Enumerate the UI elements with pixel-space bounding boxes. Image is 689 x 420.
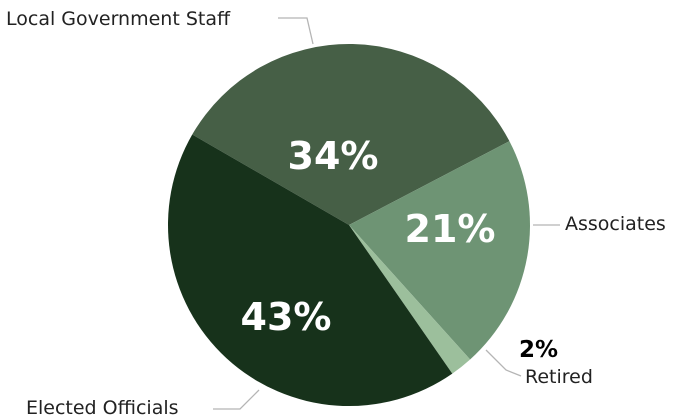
slice-value-label-local-government-staff: 34% [288,134,379,178]
leader-line-retired [485,349,522,377]
pie-slice-retired [349,225,471,374]
slice-value-label-associates: 21% [405,207,496,251]
category-label-elected-officials: Elected Officials [26,397,179,419]
pie-slice-elected-officials [167,134,453,407]
category-label-associates: Associates [565,213,666,235]
slice-value-label-elected-officials: 43% [241,295,332,339]
pie-slice-local-government-staff [192,44,510,225]
leader-line-local-government-staff [278,17,314,45]
slice-value-label-retired: 2% [519,337,558,363]
category-label-local-government-staff: Local Government Staff [6,8,231,30]
category-label-retired: Retired [525,366,593,388]
pie-slice-associates [349,141,530,360]
pie-slices [167,44,530,407]
leader-line-elected-officials [213,389,260,410]
